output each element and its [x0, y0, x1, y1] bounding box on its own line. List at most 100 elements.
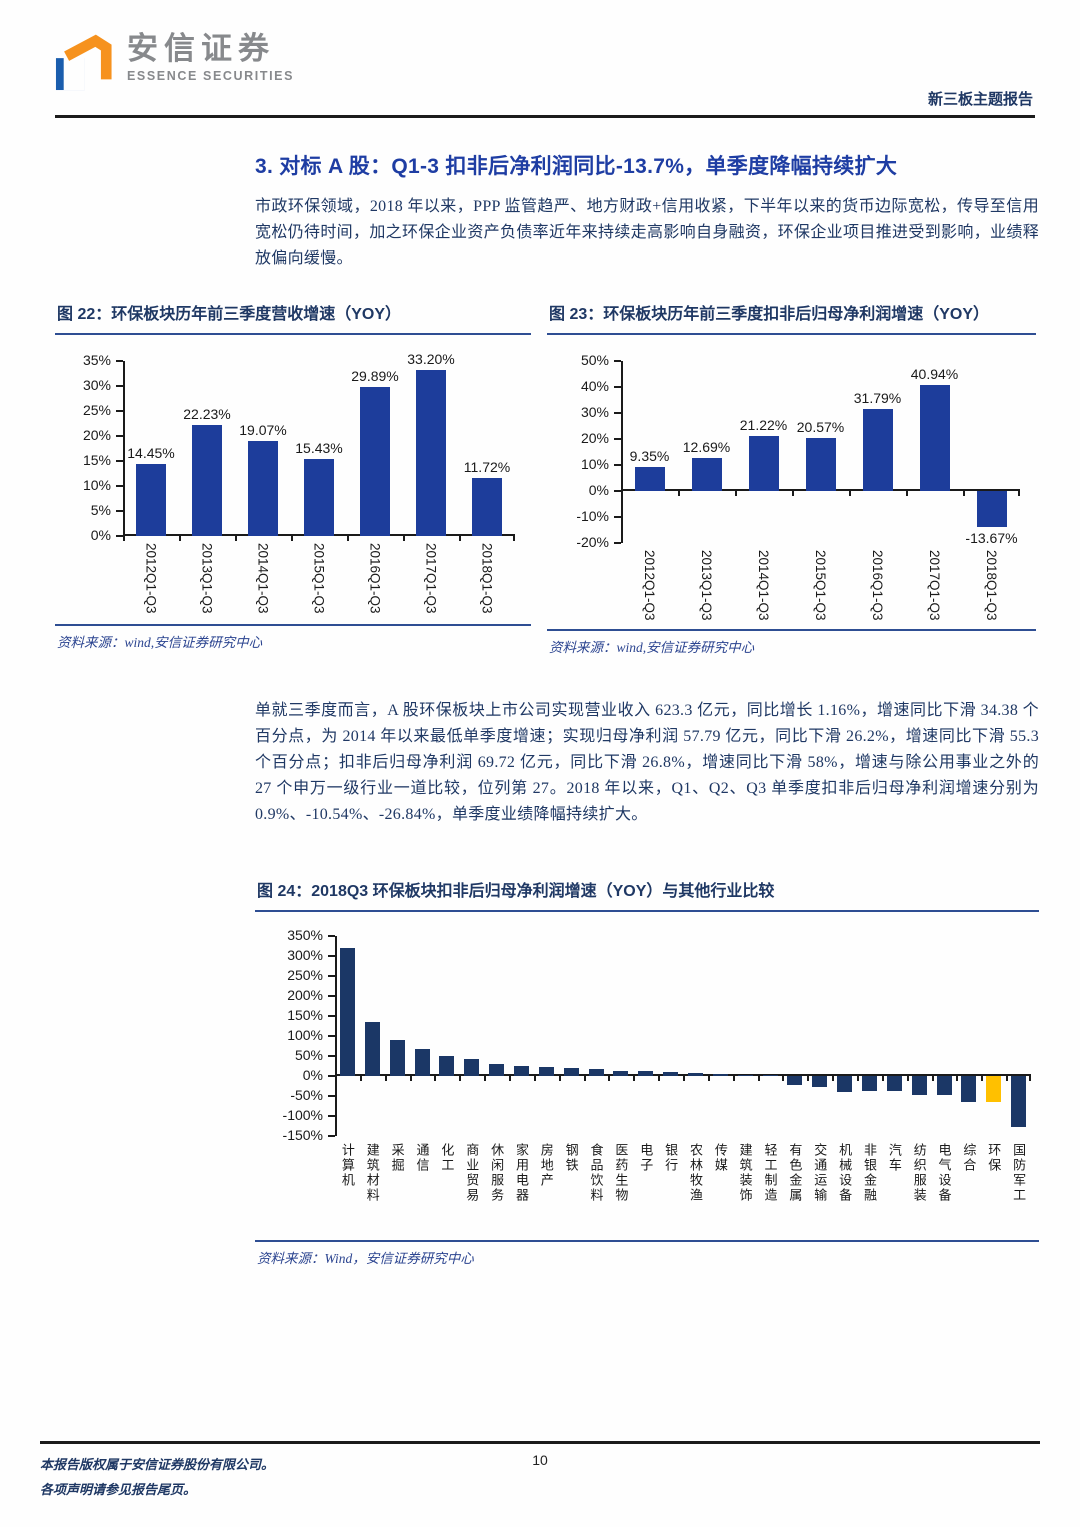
y-tick-mark	[328, 955, 335, 958]
x-tick-mark	[621, 491, 623, 497]
y-tick-label: 0%	[90, 527, 111, 544]
y-tick-mark	[116, 360, 123, 363]
x-tick-mark	[347, 536, 349, 542]
x-category-label: 2015Q1-Q3	[813, 550, 828, 621]
x-category-label: 纺织服装	[911, 1143, 927, 1204]
y-tick-label: -20%	[576, 534, 609, 551]
bar-休闲服务	[489, 1064, 505, 1077]
y-tick-label: 0%	[302, 1067, 323, 1084]
x-category-label: 2012Q1-Q3	[642, 550, 657, 621]
x-category-label: 房地产	[538, 1143, 554, 1189]
bar-value-label: 20.57%	[796, 418, 845, 435]
figure-22-source: 资料来源：wind,安信证券研究中心	[57, 635, 263, 651]
figure-23-source: 资料来源：wind,安信证券研究中心	[549, 640, 755, 656]
y-tick-mark	[116, 485, 123, 488]
y-tick-label: 15%	[82, 452, 111, 469]
bar-食品饮料	[588, 1068, 604, 1077]
x-category-label: 2015Q1-Q3	[311, 543, 327, 614]
y-tick-label: 150%	[287, 1007, 323, 1024]
x-tick-mark	[484, 1076, 487, 1082]
bar-电气设备	[936, 1076, 952, 1096]
x-category-label: 电子	[638, 1143, 654, 1174]
bar-2014Q1-Q3	[248, 440, 278, 537]
x-category-label: 轻工制造	[762, 1143, 778, 1204]
x-category-label: 2012Q1-Q3	[143, 543, 159, 614]
x-axis-labels: 2012Q1-Q3 2013Q1-Q3 2014Q1-Q3 2015Q1-Q3 2016…	[123, 543, 515, 624]
figure-24-bar-chart: 350% 300% 250% 200% 150% 100% 50% 0% -50% -100% -1…	[255, 912, 1039, 1240]
x-tick-mark	[931, 1076, 934, 1082]
x-category-label: 电气设备	[936, 1143, 952, 1204]
y-tick-mark	[328, 1135, 335, 1138]
chart23-plot-area: 9.35% 12.69% 21.22% 20.57% 31.79% 40.94% -13.6…	[614, 360, 1020, 546]
bar-value-label: 15.43%	[295, 440, 343, 457]
x-category-label: 2018Q1-Q3	[984, 550, 999, 621]
x-tick-mark	[409, 1076, 412, 1082]
y-tick-mark	[328, 1035, 335, 1038]
y-tick-label: 200%	[287, 987, 323, 1004]
x-category-label: 国防军工	[1011, 1143, 1027, 1204]
x-tick-mark	[658, 1076, 661, 1082]
y-tick-label: -10%	[576, 508, 609, 525]
x-tick-mark	[384, 1076, 387, 1082]
x-category-label: 通信	[414, 1143, 430, 1174]
x-category-label: 机械设备	[837, 1143, 853, 1204]
chart24-plot-area	[328, 935, 1031, 1138]
bar-环保	[986, 1076, 1002, 1103]
intro-paragraph: 市政环保领域，2018 年以来，PPP 监管趋严、地方财政+信用收紧，下半年以来…	[255, 198, 1039, 267]
y-tick-mark	[116, 410, 123, 413]
x-tick-mark	[533, 1076, 536, 1082]
y-tick-label: -50%	[290, 1087, 323, 1104]
y-tick-mark	[614, 438, 621, 441]
x-category-label: 计算机	[339, 1143, 355, 1189]
bar-value-label: 21.22%	[739, 417, 788, 433]
y-tick-mark	[614, 464, 621, 467]
body-paragraph: 单就三季度而言，A 股环保板块上市公司实现营业收入 623.3 亿元，同比增长 …	[255, 702, 1039, 823]
x-category-label: 2013Q1-Q3	[699, 550, 714, 621]
bar-2013Q1-Q3	[691, 458, 722, 492]
x-tick-mark	[956, 1076, 959, 1082]
x-category-label: 化工	[439, 1143, 455, 1174]
x-tick-mark	[434, 1076, 437, 1082]
y-tick-mark	[116, 385, 123, 388]
bar-2018Q1-Q3	[472, 477, 502, 537]
x-tick-mark	[792, 491, 794, 497]
bar-2015Q1-Q3	[805, 437, 836, 492]
bar-轻工制造	[762, 1075, 778, 1077]
figure-22: 图 22：环保板块历年前三季度营收增速（YOY） 14.45% 22.23% 19.…	[55, 303, 531, 656]
x-category-label: 2018Q1-Q3	[479, 543, 495, 614]
x-category-label: 2017Q1-Q3	[927, 550, 942, 621]
x-tick-mark	[513, 536, 515, 542]
bar-医药生物	[613, 1070, 629, 1077]
y-tick-mark	[614, 516, 621, 519]
x-category-label: 家用电器	[513, 1143, 529, 1204]
bar-采掘	[389, 1040, 405, 1077]
x-tick-mark	[633, 1076, 636, 1082]
x-axis-labels: 计算机 建筑材料 采掘 通信 化工 商业贸易 休闲服务 家用电器 房地产 钢铁 食品饮料 医药生物 电子…	[335, 1143, 1031, 1240]
bar-房地产	[538, 1067, 554, 1077]
x-tick-mark	[359, 1076, 362, 1082]
x-tick-mark	[678, 491, 680, 497]
figure-22-bottom-rule	[55, 624, 531, 627]
bar-2013Q1-Q3	[192, 425, 222, 537]
footer-disclaimer-line: 各项声明请参见报告尾页。	[40, 1481, 197, 1497]
y-tick-label: 350%	[287, 927, 323, 944]
footer-copyright-line: 本报告版权属于安信证券股份有限公司。	[40, 1457, 275, 1472]
x-category-label: 汽车	[886, 1143, 902, 1174]
x-tick-mark	[509, 1076, 511, 1082]
y-tick-mark	[116, 535, 123, 538]
chart22-plot-area: 14.45% 22.23% 19.07% 15.43% 29.89% 33.20% 11.7…	[116, 351, 515, 542]
y-tick-label: 25%	[82, 402, 111, 419]
figure-23-top-rule	[547, 333, 1036, 336]
x-tick-mark	[179, 536, 181, 542]
bar-机械设备	[837, 1076, 853, 1092]
y-tick-mark	[328, 1055, 335, 1058]
bar-纺织服装	[911, 1076, 927, 1095]
bar-银行	[663, 1072, 679, 1077]
bar-计算机	[339, 948, 355, 1077]
x-tick-mark	[906, 491, 908, 497]
x-tick-mark	[291, 536, 293, 542]
y-axis-line	[621, 361, 623, 544]
bar-2017Q1-Q3	[919, 384, 950, 492]
figure-24-caption: 图 24：2018Q3 环保板块扣非后归母净利润增速（YOY）与其他行业比较	[257, 883, 775, 900]
bar-汽车	[886, 1076, 902, 1091]
